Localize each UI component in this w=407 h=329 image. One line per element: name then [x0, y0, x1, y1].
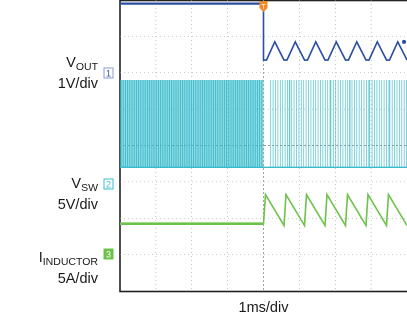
timebase-label: 1ms/div	[238, 300, 289, 316]
vout-label: VOUT 1V/div	[0, 55, 98, 93]
vsw-scale: 5V/div	[57, 197, 98, 213]
trigger-marker: T	[259, 1, 268, 12]
vsw-label-sub: SW	[81, 182, 98, 194]
channel-marker-number: 2	[106, 180, 111, 190]
trigger-marker-shape	[259, 1, 268, 12]
channel-marker-vsw: 2	[103, 178, 114, 190]
vout-trace-after	[262, 3, 407, 61]
il-label-sub: INDUCTOR	[42, 256, 98, 268]
channel-marker-number: 3	[106, 250, 111, 260]
channel-marker-box	[103, 178, 114, 190]
channel-marker-box	[103, 67, 114, 79]
vsw-burst-pulses	[270, 80, 407, 168]
vsw-label-main: V	[71, 176, 82, 192]
channel-marker-il: 3	[103, 248, 114, 260]
vout-scale: 1V/div	[57, 76, 98, 92]
vout-label-main: V	[66, 55, 76, 71]
inductor-current-label: IINDUCTOR 5A/div	[0, 250, 98, 288]
channel-marker-number: 1	[106, 69, 111, 79]
vsw-label: VSW 5V/div	[0, 176, 98, 214]
il-trace-after	[262, 191, 407, 229]
trigger-marker-text: T	[261, 4, 266, 11]
vout-offscreen-dot	[402, 39, 406, 44]
il-label-main: I	[38, 250, 43, 266]
il-scale: 5A/div	[57, 271, 98, 287]
vsw-dense-switching	[120, 80, 263, 168]
channel-marker-box	[103, 248, 114, 260]
vout-label-sub: OUT	[75, 61, 98, 73]
channel-marker-vout: 1	[103, 67, 114, 79]
